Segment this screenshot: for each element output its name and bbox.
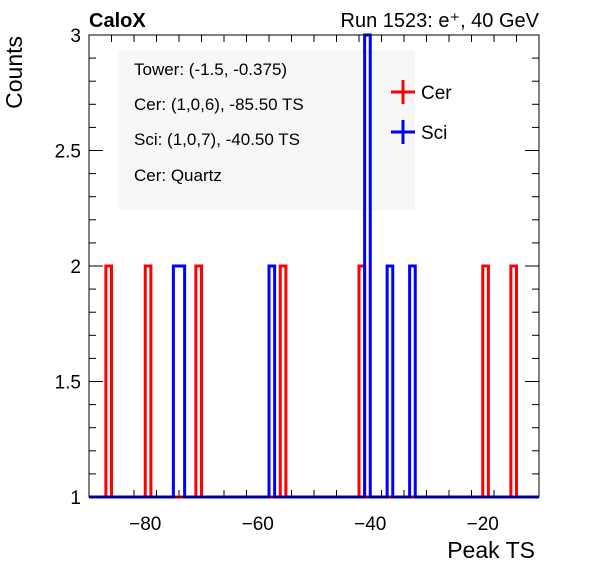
x-tick-label: −60	[242, 514, 274, 535]
x-tick-label: −40	[354, 514, 386, 535]
annotation-cer-channel: Cer: (1,0,6), -85.50 TS	[134, 95, 304, 114]
y-tick-label: 3	[70, 26, 81, 47]
legend-sci-label: Sci	[421, 123, 447, 144]
header-right-label: Run 1523: e⁺, 40 GeV	[341, 10, 540, 32]
x-tick-label: −80	[129, 514, 161, 535]
annotation-tower: Tower: (-1.5, -0.375)	[134, 60, 287, 79]
legend: Cer Sci	[391, 80, 452, 144]
y-tick-label: 2	[70, 257, 81, 278]
x-axis-label: Peak TS	[447, 537, 535, 563]
annotation-cer-material: Cer: Quartz	[134, 166, 222, 185]
annotations: Tower: (-1.5, -0.375) Cer: (1,0,6), -85.…	[134, 60, 304, 185]
x-tick-label: −20	[467, 514, 499, 535]
y-tick-label: 1.5	[55, 373, 81, 394]
legend-cer-label: Cer	[421, 83, 452, 104]
header-left-label: CaloX	[89, 10, 146, 32]
y-tick-label: 1	[70, 488, 81, 509]
plot-frame	[88, 34, 540, 498]
annotation-sci-channel: Sci: (1,0,7), -40.50 TS	[134, 130, 300, 149]
y-tick-label: 2.5	[55, 142, 81, 163]
y-axis-label: Counts	[1, 36, 27, 109]
